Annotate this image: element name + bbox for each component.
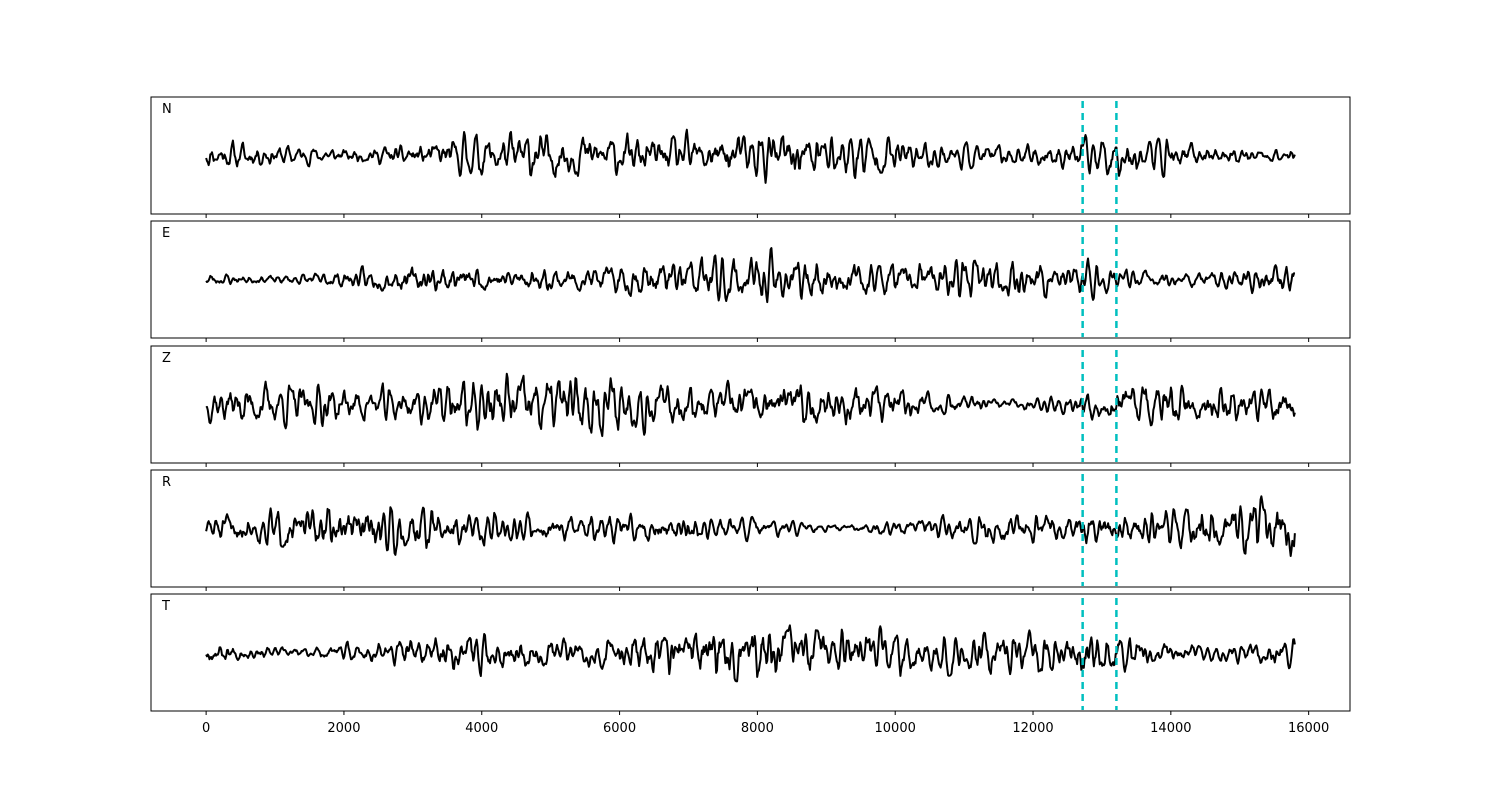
- panel-z: Z: [150, 345, 1351, 467]
- x-tick-label: 12000: [1012, 721, 1053, 736]
- panel-label-t: T: [161, 599, 170, 614]
- x-tick-label: 4000: [465, 721, 498, 736]
- x-tick-label: 10000: [875, 721, 916, 736]
- panel-label-r: R: [162, 475, 171, 490]
- panel-label-z: Z: [162, 351, 171, 366]
- trace-e: [205, 247, 1296, 304]
- panel-frame: [150, 345, 1351, 464]
- panels: N E Z R T: [150, 96, 1351, 715]
- trace-z: [205, 372, 1296, 438]
- trace-t: [205, 624, 1296, 683]
- x-tick-label: 2000: [327, 721, 360, 736]
- panel-frame: [150, 96, 1351, 215]
- panel-r: R: [150, 469, 1351, 591]
- panel-label-n: N: [162, 102, 172, 117]
- trace-n: [205, 128, 1296, 184]
- panel-t: T: [150, 593, 1351, 715]
- panel-n: N: [150, 96, 1351, 218]
- x-tick-label: 16000: [1288, 721, 1329, 736]
- panel-frame: [150, 469, 1351, 588]
- x-tick-label: 8000: [741, 721, 774, 736]
- panel-e: E: [150, 220, 1351, 342]
- x-tick-label: 6000: [603, 721, 636, 736]
- trace-r: [205, 495, 1296, 558]
- x-tick-label: 0: [202, 721, 210, 736]
- panel-label-e: E: [162, 226, 170, 241]
- x-tick-label: 14000: [1150, 721, 1191, 736]
- panel-frame: [150, 220, 1351, 339]
- panel-frame: [150, 593, 1351, 712]
- x-axis: 0 2000 4000 6000 8000 10000 12000 14000 16000: [202, 721, 1329, 736]
